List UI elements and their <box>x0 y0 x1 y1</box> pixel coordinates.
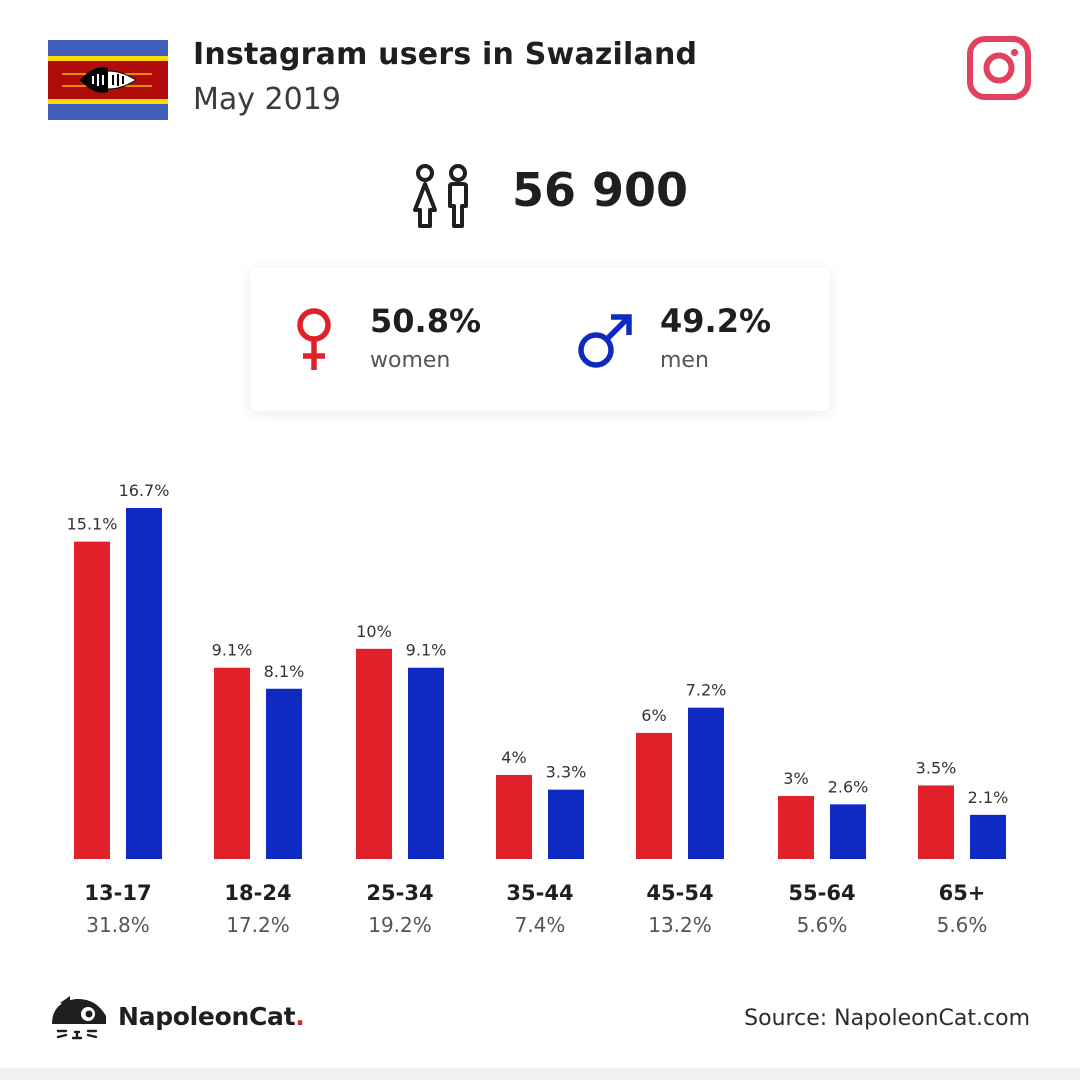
flag-swaziland-icon <box>48 40 168 120</box>
age-group-total: 7.4% <box>515 913 566 937</box>
age-gender-bar-chart: 15.1%16.7% 13-17 31.8% 9.1% 8.1% 18-24 17.2% 10… <box>67 481 1009 937</box>
age-group-label: 13-17 <box>84 881 151 905</box>
footer-strip <box>0 1068 1080 1080</box>
age-group-label: 25-34 <box>366 881 433 905</box>
women-value-label: 15.1% <box>67 515 118 534</box>
page-title: Instagram users in Swaziland <box>193 37 698 72</box>
age-group-label: 65+ <box>939 881 986 905</box>
brand-dot: . <box>295 1002 305 1031</box>
women-bar-18-24 <box>214 667 250 859</box>
users-icon <box>413 164 468 228</box>
age-group-total: 19.2% <box>368 913 432 937</box>
men-bar-35-44 <box>548 789 584 859</box>
age-group-label: 45-54 <box>646 881 713 905</box>
gender-split-card: 50.8% women 49.2% men <box>250 268 830 411</box>
men-value-label: 8.1% <box>264 662 305 681</box>
source-credit: Source: NapoleonCat.com <box>744 1006 1030 1031</box>
age-group-total: 31.8% <box>86 913 150 937</box>
brand-text: NapoleonCat <box>118 1002 296 1031</box>
age-group-total: 17.2% <box>226 913 290 937</box>
women-bar-55-64 <box>778 795 814 859</box>
men-value-label: 7.2% <box>686 681 727 700</box>
age-group-total: 13.2% <box>648 913 712 937</box>
women-bar-25-34 <box>356 648 392 859</box>
women-bar-45-54 <box>636 732 672 859</box>
men-bar-55-64 <box>830 804 866 859</box>
men-value-label: 16.7% <box>119 481 170 500</box>
women-bar-35-44 <box>496 774 532 859</box>
instagram-icon <box>967 36 1031 100</box>
women-bar-13-17 <box>74 541 110 859</box>
men-bar-13-17 <box>126 508 162 859</box>
napoleoncat-logo-icon <box>52 996 106 1040</box>
women-bar-65+ <box>918 785 954 859</box>
men-bar-65+ <box>970 814 1006 859</box>
men-bar-18-24 <box>266 688 302 859</box>
men-label: men <box>660 348 709 373</box>
brand-name: NapoleonCat. <box>118 1002 305 1031</box>
women-label: women <box>370 348 451 373</box>
men-percentage: 49.2% <box>660 302 772 340</box>
women-value-label: 3% <box>783 769 808 788</box>
age-group-label: 35-44 <box>506 881 573 905</box>
age-group-total: 5.6% <box>937 913 988 937</box>
women-value-label: 9.1% <box>212 641 253 660</box>
men-bar-45-54 <box>688 707 724 859</box>
men-value-label: 2.6% <box>828 777 869 796</box>
women-value-label: 6% <box>641 706 666 725</box>
women-value-label: 4% <box>501 748 526 767</box>
women-value-label: 3.5% <box>916 758 957 777</box>
men-value-label: 3.3% <box>546 763 587 782</box>
total-users-value: 56 900 <box>512 163 689 217</box>
age-group-label: 18-24 <box>224 881 291 905</box>
page-subtitle: May 2019 <box>193 82 341 117</box>
male-symbol-icon <box>578 314 632 368</box>
women-percentage: 50.8% <box>370 302 482 340</box>
female-symbol-icon <box>297 308 331 370</box>
men-value-label: 9.1% <box>406 641 447 660</box>
age-group-total: 5.6% <box>797 913 848 937</box>
men-bar-25-34 <box>408 667 444 859</box>
men-value-label: 2.1% <box>968 788 1009 807</box>
women-value-label: 10% <box>356 622 392 641</box>
age-group-label: 55-64 <box>788 881 855 905</box>
